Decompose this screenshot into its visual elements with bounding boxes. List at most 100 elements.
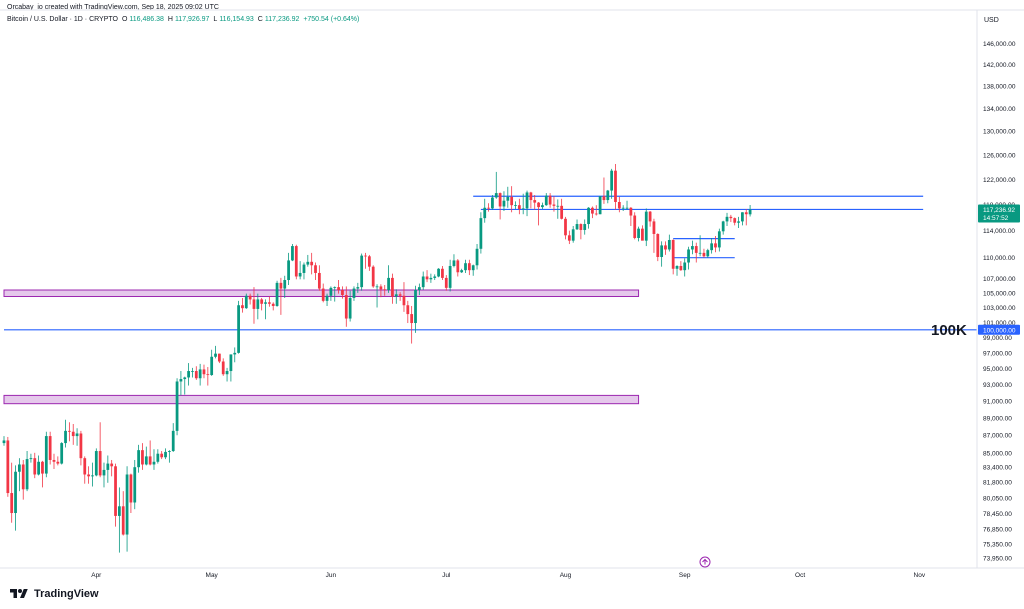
candle-body [183, 377, 187, 380]
candle-body [98, 451, 102, 476]
candle-body [248, 295, 252, 300]
candle-body [541, 205, 544, 208]
symbol-info-bar: Bitcoin / U.S. Dollar · 1D · CRYPTO O 116… [7, 16, 361, 23]
candle-body [133, 467, 137, 503]
candle-body [94, 451, 98, 476]
tradingview-logo-icon [10, 589, 28, 598]
candle-body [60, 443, 64, 464]
candle-body [221, 361, 225, 375]
candle-body [337, 287, 340, 291]
time-tick-label: Sep [679, 572, 691, 579]
candle-body [321, 288, 325, 301]
candle-body [633, 215, 637, 238]
price-tick-label: 130,000.00 [983, 129, 1016, 136]
candle-body [314, 265, 317, 273]
support-zone[interactable] [3, 289, 640, 297]
candle-body [502, 200, 506, 207]
candle-body [371, 266, 375, 287]
candle-body [560, 205, 564, 219]
level-100k-axis-label: 100,000.00 [983, 327, 1016, 334]
candle-body [683, 262, 687, 271]
candle-body [87, 474, 90, 477]
candle-body [548, 195, 552, 205]
candle-body [467, 263, 471, 271]
candle-body [517, 205, 521, 210]
candle-body [141, 450, 144, 465]
low-label: L [213, 16, 218, 23]
candle-body [287, 260, 290, 281]
high-value: 117,926.97 [174, 16, 210, 23]
candle-body [544, 195, 548, 206]
candle-body [483, 207, 487, 219]
candle-body [171, 430, 175, 452]
candle-body [429, 277, 433, 280]
candle-body [460, 270, 464, 273]
candle-body [487, 207, 490, 209]
candle-body [491, 197, 494, 209]
price-tick-label: 114,000.00 [983, 228, 1015, 235]
candle-body [67, 430, 71, 432]
candle-body [579, 224, 583, 230]
candle-body [310, 261, 314, 266]
price-tick-label: 126,000.00 [983, 152, 1016, 159]
candle-body [275, 282, 279, 306]
candle-body [594, 213, 598, 215]
candle-body [514, 205, 517, 206]
candle-body [179, 379, 183, 382]
candle-body [744, 212, 748, 215]
candle-body [471, 265, 475, 271]
symbol-name[interactable]: Bitcoin / U.S. Dollar · 1D · CRYPTO [7, 16, 118, 23]
candle-body [602, 196, 606, 201]
candle-body [148, 456, 152, 465]
currency-label[interactable]: USD [984, 17, 999, 24]
go-to-realtime-icon[interactable] [699, 556, 711, 568]
candle-body [37, 461, 40, 475]
candle-body [606, 190, 610, 201]
candle-body [679, 265, 683, 271]
candle-body [21, 464, 25, 490]
last-price-badge [978, 204, 1020, 223]
candle-body [144, 456, 148, 465]
candle-body [552, 204, 556, 206]
price-tick-label: 91,000.00 [983, 399, 1012, 406]
candle-body [717, 231, 721, 248]
price-tick-label: 105,000.00 [983, 290, 1016, 297]
price-tick-label: 101,000.00 [983, 320, 1016, 327]
candle-body [317, 272, 321, 289]
candle-body [456, 260, 460, 273]
candle-body [567, 235, 571, 241]
candle-body [529, 192, 533, 201]
candle-body [610, 170, 614, 191]
candle-body [341, 290, 344, 296]
candle-body [71, 431, 75, 437]
level-100k-text[interactable]: 100K [931, 322, 967, 339]
candle-body [271, 303, 275, 306]
candle-body [564, 218, 567, 236]
candle-body [175, 381, 179, 431]
candle-body [364, 255, 367, 257]
candle-body [244, 295, 248, 309]
candle-body [675, 265, 679, 269]
support-zone[interactable] [3, 394, 640, 405]
candle-body [294, 246, 298, 277]
price-tick-label: 73,950.00 [983, 556, 1012, 563]
candle-body [75, 433, 79, 437]
time-tick-label: Jun [326, 572, 337, 579]
candle-body [229, 354, 233, 372]
candle-body [710, 243, 714, 251]
candle-body [714, 243, 717, 248]
candle-body [379, 286, 383, 290]
candle-body [667, 239, 671, 250]
candle-body [425, 276, 429, 280]
candle-body [10, 493, 14, 514]
candle-body [110, 463, 114, 467]
time-tick-label: Apr [91, 572, 102, 579]
candle-body [383, 289, 387, 291]
candle-body [410, 314, 414, 324]
tradingview-logo[interactable]: TradingView [8, 587, 99, 601]
candle-body [629, 207, 633, 216]
candle-body [291, 246, 294, 261]
candle-body [252, 299, 256, 309]
candle-body [202, 369, 206, 375]
